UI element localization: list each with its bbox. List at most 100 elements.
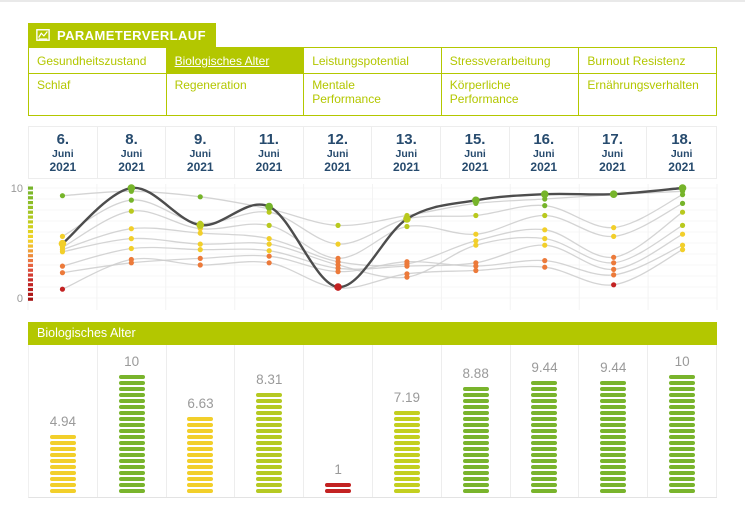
scale-strip-segment <box>28 220 33 224</box>
striped-bar <box>256 391 283 493</box>
bar-stripe <box>256 405 283 409</box>
date-text: 9. <box>193 131 207 148</box>
bar-stripe <box>531 381 558 385</box>
bar-stripe <box>118 477 145 481</box>
date-text: 13. <box>395 131 417 148</box>
bar-stripe <box>256 393 283 397</box>
tab-stressverarbeitung[interactable]: Stressverarbeitung <box>441 48 579 73</box>
data-point <box>542 227 548 233</box>
bar-stripe <box>49 483 76 487</box>
bar-stripe <box>600 459 627 463</box>
bar-stripe <box>187 465 214 469</box>
bar-column: 6.63 <box>167 345 236 497</box>
background-series-line <box>62 194 683 245</box>
data-point <box>335 241 341 247</box>
scale-strip-segment <box>28 278 33 282</box>
bar-chart: 4.94 10 6.63 8.31 1 7.19 8.88 9.44 9.44 10 <box>28 345 717 498</box>
tab-label: Körperliche Performance <box>449 78 519 106</box>
data-point <box>404 263 410 269</box>
bar-stripe <box>600 477 627 481</box>
data-point <box>542 236 548 242</box>
data-point <box>404 223 410 230</box>
tab-schlaf[interactable]: Schlaf <box>29 74 166 115</box>
background-series-line <box>62 249 683 290</box>
tab-gesundheitszustand[interactable]: Gesundheitszustand <box>29 48 166 73</box>
tab-label: Leistungspotential <box>312 53 409 68</box>
bar-stripe <box>256 483 283 487</box>
date-cell: 18. Juni 2021 <box>647 127 716 178</box>
striped-bar <box>393 409 420 493</box>
y-axis-label: 10 <box>11 183 23 195</box>
tab-k-rperliche-performance[interactable]: Körperliche Performance <box>441 74 579 115</box>
bar-stripe <box>531 465 558 469</box>
scale-strip-segment <box>28 254 33 258</box>
tab-ern-hrungsverhalten[interactable]: Ernährungsverhalten <box>579 74 716 115</box>
data-point <box>404 259 410 265</box>
striped-bar <box>325 481 352 493</box>
scale-strip-segment <box>28 239 33 243</box>
bar-stripe <box>256 399 283 403</box>
data-point <box>59 233 66 239</box>
bar-stripe <box>600 393 627 397</box>
data-point <box>611 254 617 260</box>
data-point <box>128 236 134 242</box>
bar-value-label: 8.31 <box>256 372 283 387</box>
tab-regeneration[interactable]: Regeneration <box>166 74 304 115</box>
tab-label: Ernährungsverhalten <box>587 78 699 92</box>
date-text: 2021 <box>49 160 77 174</box>
data-point <box>59 193 66 199</box>
date-text: 2021 <box>255 160 283 174</box>
data-point <box>266 253 272 259</box>
tab-mentale-performance[interactable]: Mentale Performance <box>304 74 441 115</box>
bar-value-label: 7.19 <box>393 390 421 405</box>
bar-stripe <box>462 483 489 487</box>
y-axis-label: 0 <box>17 293 23 305</box>
bar-stripe <box>187 489 214 493</box>
bar-stripe <box>187 453 214 457</box>
date-text: Juni <box>326 148 349 160</box>
bar-stripe <box>393 423 420 427</box>
date-text: 2021 <box>461 160 489 174</box>
bar-stripe <box>462 423 489 427</box>
tab-biologisches-alter[interactable]: Biologisches Alter <box>166 48 304 73</box>
tab-label: Biologisches Alter <box>174 53 270 68</box>
bar-stripe <box>600 489 627 493</box>
bar-stripe <box>531 429 558 433</box>
bar-stripe <box>600 405 627 409</box>
bar-column: 10 <box>98 345 167 497</box>
bar-stripe <box>462 489 489 493</box>
bar-stripe <box>531 393 558 397</box>
bar-stripe <box>669 429 696 433</box>
data-point <box>611 225 617 231</box>
bar-stripe <box>118 441 145 445</box>
data-point <box>266 209 272 215</box>
bar-stripe <box>462 387 489 391</box>
highlighted-data-point <box>127 184 136 192</box>
scale-strip-segment <box>28 244 33 248</box>
data-point <box>679 247 686 253</box>
bar-stripe <box>118 387 145 391</box>
date-text: 2021 <box>668 160 695 174</box>
bar-stripe <box>187 441 214 445</box>
data-point <box>473 231 479 237</box>
data-point <box>128 256 134 263</box>
bar-stripe <box>325 483 352 487</box>
date-text: 12. <box>327 131 349 148</box>
data-point <box>679 209 686 215</box>
bar-stripe <box>669 483 696 487</box>
tab-label: Stressverarbeitung <box>449 53 551 68</box>
bar-section-title: Biologisches Alter <box>37 326 136 340</box>
highlighted-data-point <box>334 283 342 291</box>
line-chart-icon <box>36 29 50 41</box>
date-cell: 11. Juni 2021 <box>235 127 304 178</box>
bar-stripe <box>118 405 145 409</box>
tab-leistungspotential[interactable]: Leistungspotential <box>304 48 441 73</box>
highlighted-data-point <box>265 202 273 211</box>
background-series-line <box>62 202 683 260</box>
data-point <box>611 282 617 288</box>
bar-stripe <box>49 459 76 463</box>
data-point <box>611 266 617 272</box>
data-point <box>266 248 272 254</box>
parameter-line-chart: 10 0 <box>11 183 718 310</box>
tab-burnout-resistenz[interactable]: Burnout Resistenz <box>579 48 716 73</box>
